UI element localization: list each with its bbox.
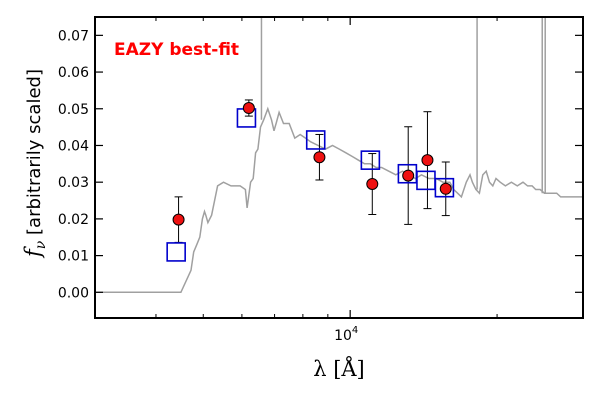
y-tick-label: 0.05 bbox=[58, 102, 89, 118]
template-spectrum-line bbox=[95, 106, 583, 294]
model-photometry-square bbox=[360, 150, 381, 170]
observed-flux-point bbox=[242, 102, 255, 115]
axes: 0.00 0.01 0.02 0.03 0.04 0.05 0.06 0.07 104 bbox=[58, 16, 584, 344]
x-axis-title: λ [Å] bbox=[313, 356, 365, 381]
observed-flux-point bbox=[172, 213, 185, 226]
y-tick-label: 0.01 bbox=[58, 249, 89, 265]
y-axis-title-text: [arbitrarily scaled] bbox=[24, 69, 45, 241]
model-photometry-square bbox=[166, 242, 186, 262]
y-axis-title: fν [arbitrarily scaled] bbox=[21, 69, 49, 259]
model-photometry-square bbox=[434, 177, 455, 198]
observed-flux-point bbox=[366, 178, 379, 191]
plot-area bbox=[95, 17, 583, 294]
observed-flux-point bbox=[313, 151, 326, 164]
y-tick-label: 0.04 bbox=[58, 138, 89, 154]
x-tick-label: 104 bbox=[334, 325, 358, 344]
model-photometry-square bbox=[416, 170, 436, 191]
y-tick-label: 0.07 bbox=[58, 28, 89, 44]
y-tick-label: 0.00 bbox=[58, 285, 89, 301]
observed-flux-point bbox=[439, 182, 452, 195]
annotation-label: EAZY best-fit bbox=[114, 40, 239, 60]
observed-flux-point bbox=[402, 169, 415, 182]
observed-flux-point bbox=[421, 154, 434, 167]
y-axis-title-subscript: ν bbox=[33, 240, 49, 249]
y-tick-label: 0.02 bbox=[58, 212, 89, 228]
x-axis-title-text: λ [Å] bbox=[313, 356, 365, 381]
y-tick-label: 0.06 bbox=[58, 65, 89, 81]
y-tick-label: 0.03 bbox=[58, 175, 89, 191]
model-photometry-square bbox=[305, 130, 326, 150]
plot-frame bbox=[94, 16, 584, 319]
y-axis-title-symbol: f bbox=[21, 246, 45, 259]
